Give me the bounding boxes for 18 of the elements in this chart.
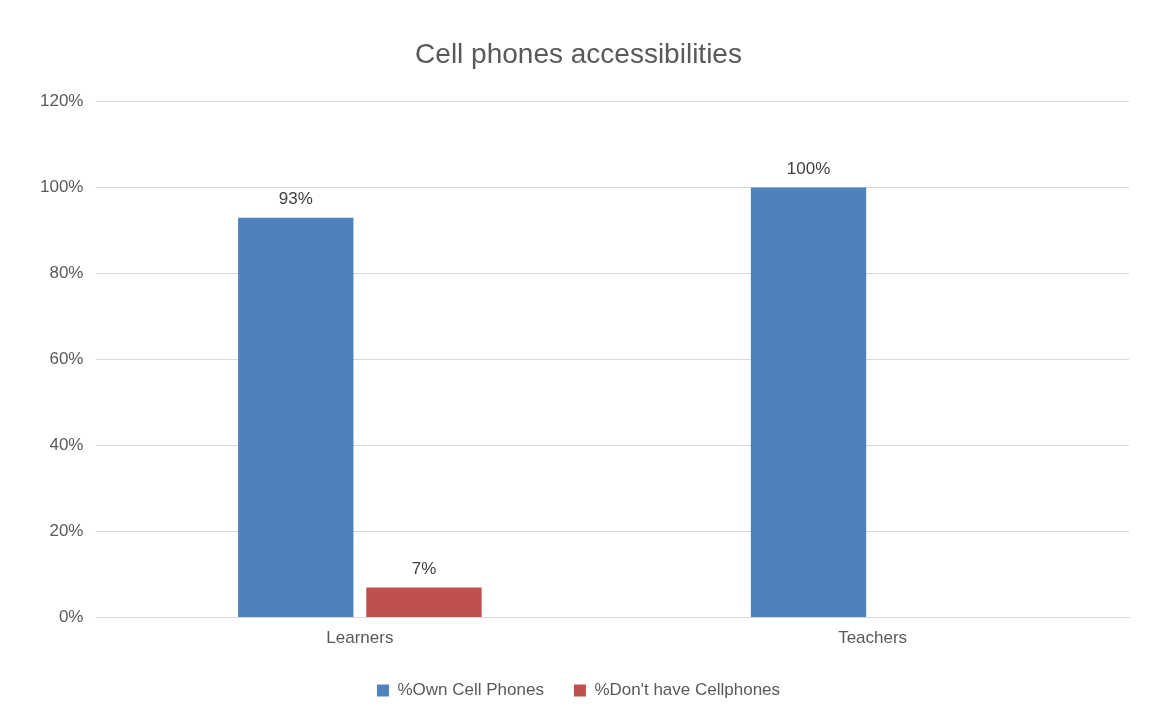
legend-label: %Don't have Cellphones (594, 680, 781, 700)
y-tick-label: 40% (49, 435, 84, 455)
y-tick-label: 80% (49, 263, 84, 283)
y-tick-label: 100% (40, 177, 84, 197)
data-label: 7% (411, 558, 437, 578)
bar (366, 587, 482, 618)
x-tick-label: Learners (326, 628, 394, 648)
y-tick-label: 0% (58, 607, 84, 627)
y-tick-label: 60% (49, 349, 84, 369)
chart-title: Cell phones accessibilities (415, 37, 742, 69)
data-label: 100% (786, 158, 831, 178)
bar (750, 187, 867, 618)
legend-label: %Own Cell Phones (397, 680, 544, 700)
data-label: 93% (278, 188, 313, 208)
x-tick-label: Teachers (838, 628, 908, 648)
y-tick-label: 120% (40, 91, 84, 111)
bar (238, 217, 354, 618)
y-tick-label: 20% (49, 521, 84, 541)
